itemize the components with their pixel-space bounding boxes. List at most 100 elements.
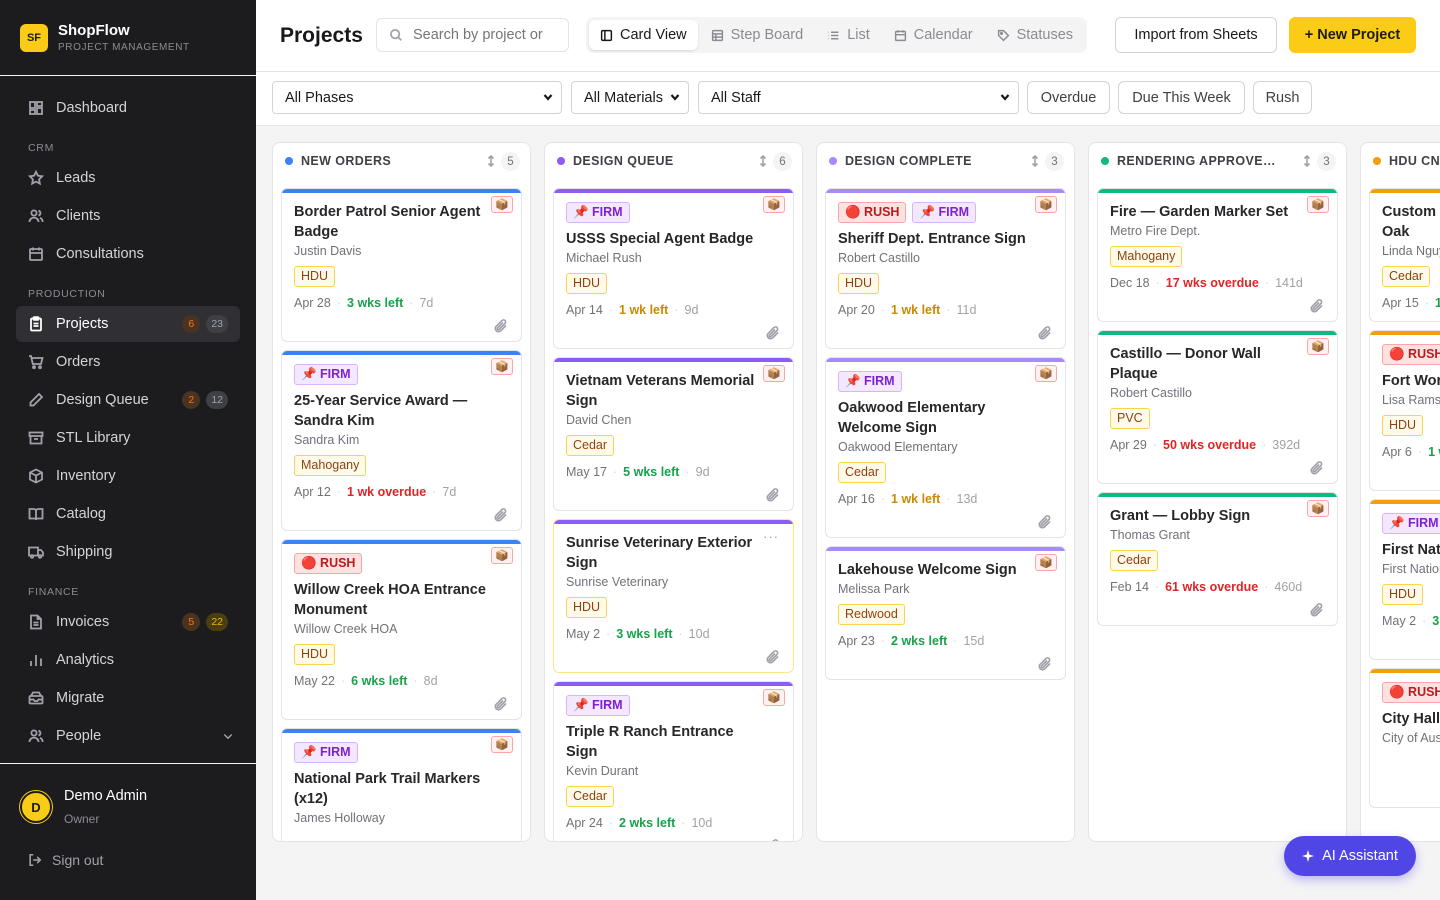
more-options-icon[interactable]: ··· (763, 529, 779, 544)
sort-icon[interactable] (1030, 155, 1040, 167)
card-client: Robert Castillo (1110, 386, 1192, 400)
paperclip-icon[interactable] (765, 487, 781, 503)
tab-list[interactable]: List (816, 20, 881, 50)
project-card[interactable]: 📦 📌 FIRM Oakwood Elementary Welcome Sign Oa… (825, 357, 1066, 538)
sidebar-item-people[interactable]: People (16, 718, 240, 754)
card-tags: 🔴 RUSH (1382, 344, 1440, 365)
project-card[interactable]: 📦 Castillo — Donor Wall Plaque Robert Cast… (1097, 330, 1338, 484)
tab-calendar[interactable]: Calendar (883, 20, 984, 50)
due-date: Apr 29 (1110, 438, 1147, 452)
phase-select[interactable]: All Phases (272, 81, 562, 114)
separator: · (1417, 445, 1423, 459)
overdue-filter-button[interactable]: Overdue (1027, 81, 1110, 114)
project-card[interactable]: 📦 📌 FIRM 25-Year Service Award — Sandra Ki… (281, 350, 522, 531)
sidebar-item-orders[interactable]: Orders (16, 344, 240, 380)
paperclip-icon[interactable] (765, 325, 781, 341)
sidebar-item-analytics[interactable]: Analytics (16, 642, 240, 678)
import-from-sheets-button[interactable]: Import from Sheets (1115, 17, 1277, 53)
sidebar-item-dashboard[interactable]: Dashboard (16, 90, 240, 126)
card-title: First National Sign (1382, 542, 1440, 558)
sign-out-button[interactable]: Sign out (28, 852, 256, 868)
paperclip-icon[interactable] (1309, 298, 1325, 314)
card-status-bar (554, 682, 793, 686)
sidebar-item-stl-library[interactable]: STL Library (16, 420, 240, 456)
user-profile[interactable]: D Demo Admin Owner (20, 788, 256, 826)
tab-card-view[interactable]: Card View (589, 20, 698, 50)
paperclip-icon[interactable] (493, 507, 509, 523)
rush-badge: 🔴 RUSH (294, 553, 363, 574)
tab-step-board[interactable]: Step Board (700, 20, 815, 50)
package-icon: 📦 (763, 196, 785, 213)
chevron-down-icon (670, 94, 680, 101)
project-card[interactable]: 📦 📌 FIRM National Park Trail Markers (x12)… (281, 728, 522, 841)
separator: · (409, 296, 414, 310)
sidebar-item-consultations[interactable]: Consultations (16, 236, 240, 272)
project-card[interactable]: 📦 Lakehouse Welcome Sign Melissa Park Redwo… (825, 546, 1066, 680)
paperclip-icon[interactable] (493, 318, 509, 334)
project-card[interactable]: 📦 Grant — Lobby Sign Thomas Grant Cedar Feb … (1097, 492, 1338, 626)
tab-statuses[interactable]: Statuses (986, 20, 1084, 50)
staff-select-value: All Staff (711, 89, 761, 106)
project-card[interactable]: 📦 📌 FIRM Triple R Ranch Entrance Sign Kevin… (553, 681, 794, 842)
paperclip-icon[interactable] (1309, 602, 1325, 618)
tab-label: List (847, 27, 870, 43)
sidebar-label: Leads (56, 170, 96, 186)
paperclip-icon[interactable] (765, 649, 781, 665)
paperclip-icon[interactable] (1309, 460, 1325, 476)
project-card[interactable]: ··· Sunrise Veterinary Exterior Sign Sunri… (553, 519, 794, 673)
search-input[interactable] (413, 27, 543, 43)
age-days: 10d (688, 627, 710, 641)
project-card[interactable]: 📦 🔴 RUSH 📌 FIRM Sheriff Dept. Entrance Sign… (825, 188, 1066, 349)
staff-select[interactable]: All Staff (698, 81, 1019, 114)
project-card[interactable]: 📦 Fire — Garden Marker Set Metro Fire Dept… (1097, 188, 1338, 322)
sidebar-item-clients[interactable]: Clients (16, 198, 240, 234)
paperclip-icon[interactable] (1037, 325, 1053, 341)
column-design-complete: DESIGN COMPLETE 3 📦 🔴 RUSH 📌 FIRM Sheriff Dep… (816, 142, 1075, 842)
materials-select[interactable]: All Materials (571, 81, 689, 114)
status-dot (285, 157, 293, 165)
due-this-week-filter-button[interactable]: Due This Week (1118, 81, 1245, 114)
project-card[interactable]: 📦 Vietnam Veterans Memorial Sign David Che… (553, 357, 794, 511)
project-card[interactable]: 📦 Border Patrol Senior Agent Badge Justin … (281, 188, 522, 342)
sidebar-item-catalog[interactable]: Catalog (16, 496, 240, 532)
material-badge: HDU (1382, 584, 1424, 605)
pencil-icon (29, 392, 44, 407)
firm-badge: 📌 FIRM (838, 371, 902, 392)
paperclip-icon[interactable] (1037, 656, 1053, 672)
card-title: Willow Creek HOA Entrance Monument (294, 582, 486, 618)
sort-icon[interactable] (486, 155, 496, 167)
project-card[interactable]: 📦 📌 FIRM USSS Special Agent Badge Michael R… (553, 188, 794, 349)
sidebar-item-inventory[interactable]: Inventory (16, 458, 240, 494)
project-card[interactable]: 📦 🔴 RUSH Willow Creek HOA Entrance Monumen… (281, 539, 522, 720)
sidebar-item-shipping[interactable]: Shipping (16, 534, 240, 570)
card-meta: May 22 · 6 wks left · 8d (294, 674, 509, 688)
paperclip-icon[interactable] (1037, 514, 1053, 530)
paperclip-icon[interactable] (493, 696, 509, 712)
sidebar-item-leads[interactable]: Leads (16, 160, 240, 196)
sidebar-label: Invoices (56, 614, 110, 630)
new-project-button[interactable]: + New Project (1289, 17, 1416, 53)
column-title: DESIGN QUEUE (573, 154, 674, 168)
sidebar-item-invoices[interactable]: Invoices 5 22 (16, 604, 240, 640)
sidebar-label: Migrate (56, 690, 105, 706)
sort-icon[interactable] (1302, 155, 1312, 167)
paperclip-icon[interactable] (765, 838, 781, 842)
rush-filter-button[interactable]: Rush (1253, 81, 1312, 114)
sidebar-item-design-queue[interactable]: Design Queue 2 12 (16, 382, 240, 418)
card-tags: 📌 FIRM (294, 364, 509, 385)
card-client: Linda Nguyen (1382, 244, 1440, 258)
dashboard-icon (29, 101, 43, 115)
search-box[interactable] (376, 18, 569, 52)
brand-header[interactable]: SF ShopFlow PROJECT MANAGEMENT (0, 0, 256, 76)
sidebar-item-projects[interactable]: Projects 6 23 (16, 306, 240, 342)
database-icon (28, 691, 44, 705)
sidebar-label: Consultations (56, 246, 144, 262)
ai-assistant-button[interactable]: AI Assistant (1284, 836, 1416, 876)
sort-icon[interactable] (758, 155, 768, 167)
sidebar-item-migrate[interactable]: Migrate (16, 680, 240, 716)
overdue-badge: 6 (182, 315, 201, 333)
